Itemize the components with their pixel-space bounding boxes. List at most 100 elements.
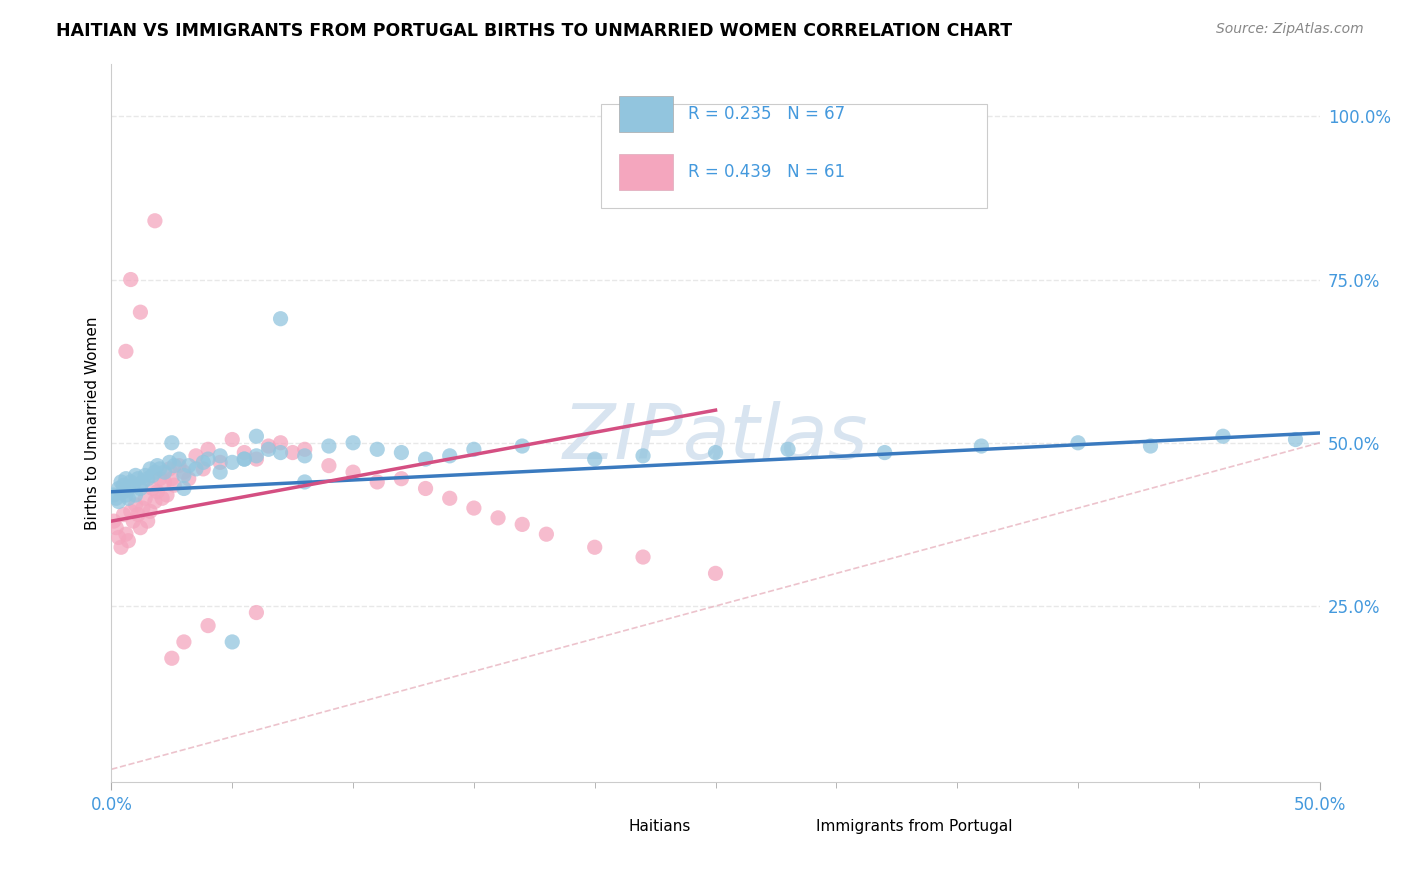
Text: R = 0.439   N = 61: R = 0.439 N = 61 — [688, 163, 845, 181]
Point — [143, 465, 166, 479]
Point — [294, 442, 316, 457]
Point — [112, 478, 135, 492]
FancyBboxPatch shape — [619, 153, 673, 190]
Point — [342, 435, 364, 450]
Point — [1139, 439, 1161, 453]
Point — [173, 468, 195, 483]
Point — [245, 452, 267, 467]
Point — [107, 482, 129, 496]
Point — [157, 462, 180, 476]
Text: Haitians: Haitians — [628, 820, 690, 834]
Point — [177, 472, 200, 486]
Text: Immigrants from Portugal: Immigrants from Portugal — [815, 820, 1012, 834]
Point — [197, 452, 219, 467]
Point — [439, 491, 461, 506]
Point — [233, 452, 256, 467]
Point — [124, 488, 146, 502]
Point — [184, 449, 207, 463]
Point — [415, 482, 437, 496]
Point — [776, 442, 799, 457]
FancyBboxPatch shape — [758, 814, 806, 839]
Point — [120, 475, 142, 489]
Point — [173, 635, 195, 649]
Point — [150, 491, 173, 506]
Point — [463, 442, 485, 457]
Point — [115, 472, 138, 486]
Point — [156, 488, 179, 502]
Point — [245, 429, 267, 443]
Point — [139, 504, 162, 518]
Point — [177, 458, 200, 473]
Point — [167, 452, 190, 467]
Point — [193, 462, 215, 476]
FancyBboxPatch shape — [571, 814, 619, 839]
Point — [127, 472, 149, 486]
Point — [197, 442, 219, 457]
Point — [120, 272, 142, 286]
Point — [163, 478, 186, 492]
Point — [704, 566, 727, 581]
Point — [173, 482, 195, 496]
Point — [136, 514, 159, 528]
Point — [486, 511, 509, 525]
Point — [221, 635, 243, 649]
Point — [197, 618, 219, 632]
Point — [366, 475, 388, 489]
Point — [149, 472, 172, 486]
Point — [245, 606, 267, 620]
Point — [294, 475, 316, 489]
Point — [873, 445, 896, 459]
Point — [115, 488, 138, 502]
Point — [153, 475, 176, 489]
Point — [117, 491, 139, 506]
Point — [281, 445, 304, 459]
Point — [112, 508, 135, 522]
Text: ZIPatlas: ZIPatlas — [562, 401, 869, 475]
Point — [143, 494, 166, 508]
Point — [631, 549, 654, 564]
Point — [342, 465, 364, 479]
Point — [510, 439, 533, 453]
FancyBboxPatch shape — [600, 103, 987, 208]
Point — [117, 533, 139, 548]
Point — [163, 458, 186, 473]
Point — [257, 439, 280, 453]
Point — [146, 458, 169, 473]
Point — [389, 472, 412, 486]
Point — [318, 439, 340, 453]
Point — [245, 449, 267, 463]
Point — [209, 455, 232, 469]
Point — [1284, 433, 1306, 447]
Point — [122, 478, 145, 492]
Point — [122, 514, 145, 528]
Point — [270, 435, 292, 450]
Point — [233, 445, 256, 459]
Point — [146, 484, 169, 499]
Point — [143, 214, 166, 228]
Point — [193, 455, 215, 469]
Point — [129, 521, 152, 535]
Point — [110, 541, 132, 555]
Text: R = 0.235   N = 67: R = 0.235 N = 67 — [688, 105, 845, 123]
Point — [631, 449, 654, 463]
Point — [105, 491, 128, 506]
Point — [415, 452, 437, 467]
Point — [389, 445, 412, 459]
Point — [157, 455, 180, 469]
Text: Source: ZipAtlas.com: Source: ZipAtlas.com — [1216, 22, 1364, 37]
Point — [221, 433, 243, 447]
Point — [117, 482, 139, 496]
Point — [160, 472, 183, 486]
Point — [536, 527, 558, 541]
Point — [318, 458, 340, 473]
Point — [107, 531, 129, 545]
Point — [463, 501, 485, 516]
Point — [112, 484, 135, 499]
Point — [124, 498, 146, 512]
Point — [120, 504, 142, 518]
Point — [510, 517, 533, 532]
Point — [366, 442, 388, 457]
Point — [134, 468, 156, 483]
Point — [103, 514, 125, 528]
Point — [294, 449, 316, 463]
